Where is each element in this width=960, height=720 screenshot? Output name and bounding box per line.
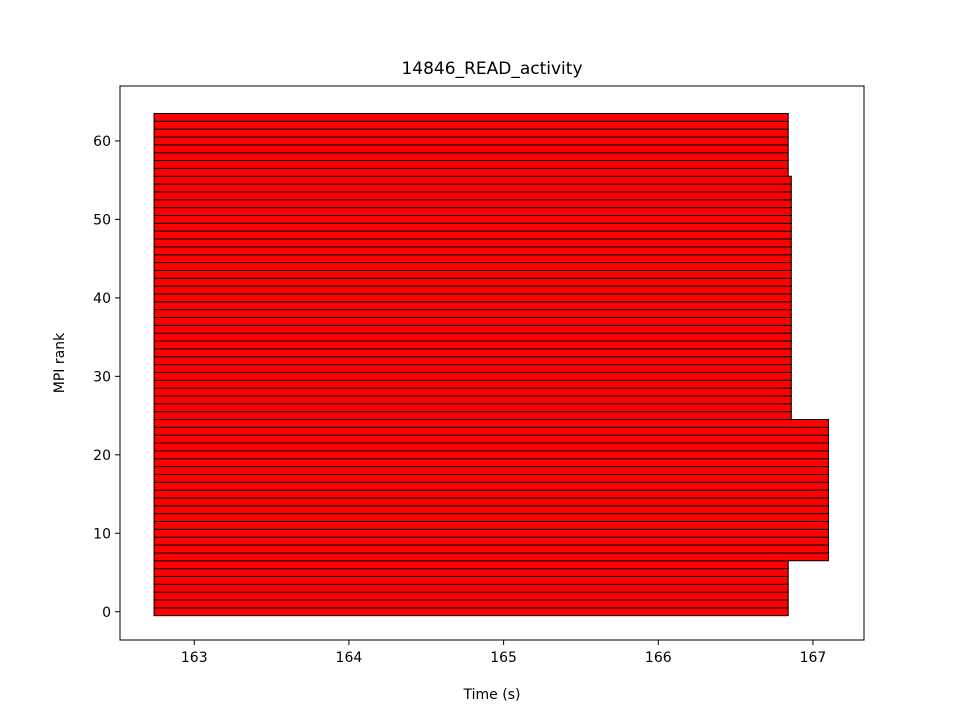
rank-bar-12	[153, 513, 829, 523]
rank-bar-27	[153, 395, 792, 405]
rank-bar-42	[153, 277, 792, 287]
rank-bar-59	[153, 144, 789, 154]
rank-bar-9	[153, 536, 829, 546]
x-tick-label-166: 166	[645, 650, 672, 666]
rank-bar-7	[153, 552, 829, 562]
rank-bar-3	[153, 583, 789, 593]
rank-bar-24	[153, 418, 829, 428]
rank-bar-45	[153, 254, 792, 264]
rank-bar-28	[153, 387, 792, 397]
y-tick-label-0: 0	[102, 605, 111, 621]
rank-bar-0	[153, 607, 789, 617]
rank-bar-15	[153, 489, 829, 499]
rank-bar-43	[153, 269, 792, 279]
rank-bar-63	[153, 112, 789, 122]
rank-bar-34	[153, 340, 792, 350]
rank-bar-11	[153, 521, 829, 530]
rank-bar-29	[153, 379, 792, 389]
rank-bar-2	[153, 591, 789, 601]
rank-bar-58	[153, 152, 789, 162]
y-tick-label-30: 30	[93, 369, 111, 385]
y-tick-label-50: 50	[93, 212, 111, 228]
rank-bar-61	[153, 128, 789, 138]
rank-bar-17	[153, 473, 829, 483]
rank-bar-40	[153, 293, 792, 303]
rank-bar-60	[153, 136, 789, 146]
y-tick-label-20: 20	[93, 448, 111, 464]
rank-bar-26	[153, 403, 792, 413]
rank-bar-44	[153, 262, 792, 271]
rank-bar-55	[153, 175, 792, 185]
y-tick-label-60: 60	[93, 134, 111, 150]
rank-bar-33	[153, 348, 792, 358]
rank-bar-30	[153, 371, 792, 381]
rank-bar-25	[153, 411, 792, 420]
plot-frame	[119, 85, 865, 641]
rank-bar-32	[153, 356, 792, 366]
rank-bar-14	[153, 497, 829, 507]
rank-bar-50	[153, 214, 792, 224]
y-axis: 0 10 20 30 40 50 60	[93, 134, 120, 621]
rank-bar-41	[153, 285, 792, 295]
x-tick-label-165: 165	[490, 650, 517, 666]
rank-bar-37	[153, 316, 792, 326]
rank-bar-39	[153, 301, 792, 311]
rank-bar-16	[153, 481, 829, 491]
x-axis-label: Time (s)	[463, 687, 521, 703]
x-axis: 163 164 165 166 167	[181, 640, 826, 666]
rank-bar-35	[153, 332, 792, 342]
rank-bar-6	[153, 560, 789, 570]
y-axis-label: MPI rank	[52, 332, 68, 393]
rank-bar-31	[153, 364, 792, 373]
rank-bar-36	[153, 324, 792, 334]
rank-bar-47	[153, 238, 792, 248]
rank-bar-20	[153, 450, 829, 460]
rank-bar-54	[153, 183, 792, 193]
rank-bar-51	[153, 207, 792, 216]
rank-bar-56	[153, 167, 789, 177]
rank-bar-13	[153, 505, 829, 515]
rank-bar-49	[153, 222, 792, 232]
rank-bar-21	[153, 442, 829, 452]
rank-bar-46	[153, 246, 792, 256]
rank-bar-57	[153, 160, 789, 169]
rank-bar-19	[153, 458, 829, 468]
rank-bar-62	[153, 120, 789, 130]
rank-bar-48	[153, 230, 792, 240]
rank-bar-53	[153, 191, 792, 201]
rank-bar-4	[153, 575, 789, 585]
rank-bar-38	[153, 309, 792, 318]
rank-bar-8	[153, 544, 829, 554]
bar-layer	[153, 112, 829, 617]
y-tick-label-40: 40	[93, 291, 111, 307]
rank-bar-10	[153, 528, 829, 538]
y-tick-label-10: 10	[93, 526, 111, 542]
x-tick-label-167: 167	[800, 650, 827, 666]
rank-bar-22	[153, 434, 829, 444]
rank-bar-5	[153, 568, 789, 577]
rank-bar-1	[153, 599, 789, 609]
x-tick-label-163: 163	[181, 650, 208, 666]
rank-bar-23	[153, 426, 829, 436]
rank-bar-18	[153, 466, 829, 475]
chart-title: 14846_READ_activity	[401, 59, 582, 79]
x-tick-label-164: 164	[336, 650, 363, 666]
rank-bar-52	[153, 199, 792, 209]
